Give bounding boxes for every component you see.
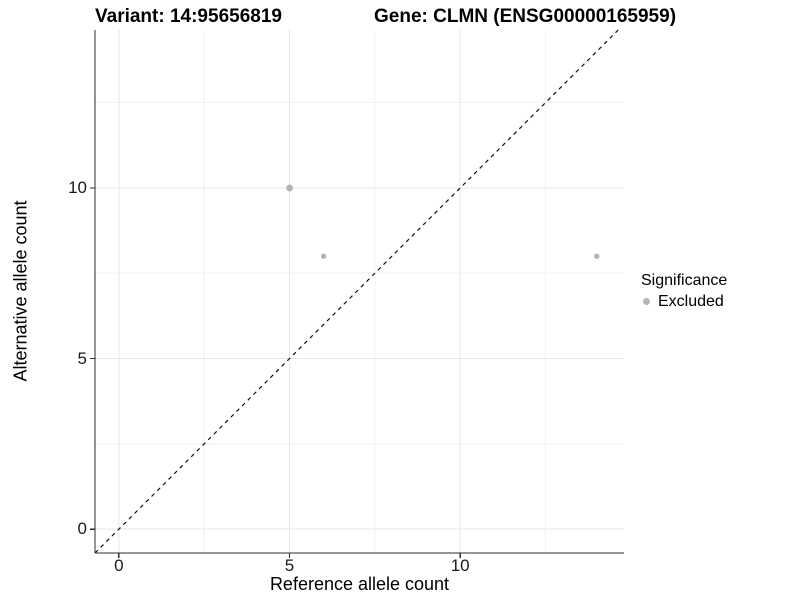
data-point	[593, 253, 600, 259]
legend-item-excluded: Excluded	[641, 292, 727, 311]
y-tick-label: 5	[77, 348, 87, 368]
legend: Significance Excluded	[641, 271, 727, 311]
y-axis-title: Alternative allele count	[10, 200, 31, 382]
gene-title: Gene: CLMN (ENSG00000165959)	[374, 6, 677, 27]
identity-dashed-line	[94, 29, 619, 554]
legend-title: Significance	[641, 272, 728, 289]
y-tick-label: 0	[77, 519, 87, 539]
x-axis-title: Reference allele count	[269, 574, 450, 594]
data-point	[286, 184, 293, 192]
x-tick-label: 0	[114, 556, 124, 575]
legend-item-label: Excluded	[658, 293, 724, 310]
x-tick-label: 10	[450, 556, 470, 575]
y-tick-label: 10	[68, 177, 87, 197]
data-point	[320, 253, 327, 259]
x-tick-label: 5	[284, 556, 295, 575]
legend-point-icon	[643, 298, 650, 305]
variant-title: Variant: 14:95656819	[95, 6, 282, 27]
